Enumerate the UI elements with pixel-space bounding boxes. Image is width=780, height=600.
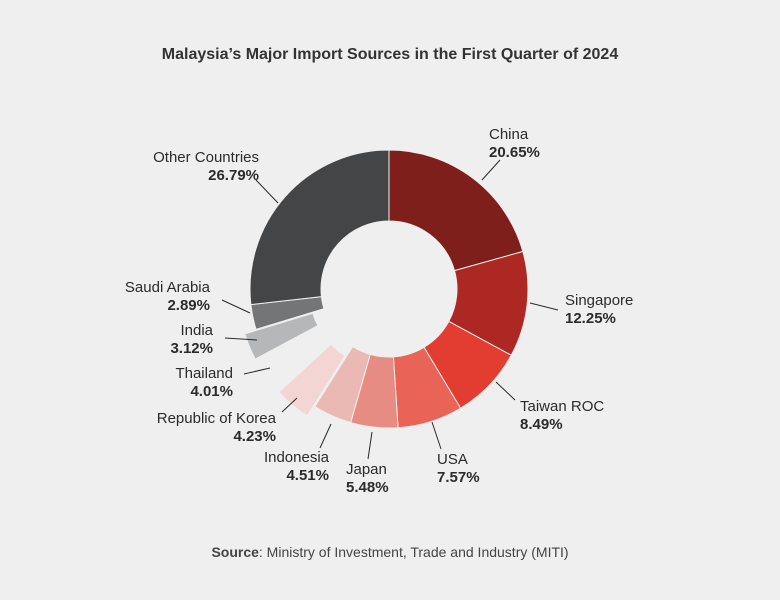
value-other-countries: 26.79% (208, 167, 259, 184)
label-taiwan-roc: Taiwan ROC (520, 398, 604, 415)
source-text: : Ministry of Investment, Trade and Indu… (258, 544, 569, 560)
label-indonesia: Indonesia (264, 449, 330, 466)
source-note: Source: Ministry of Investment, Trade an… (0, 544, 780, 560)
leader-line-republic-of-korea (281, 397, 298, 413)
value-japan: 5.48% (346, 479, 389, 496)
chart-title: Malaysia’s Major Import Sources in the F… (161, 46, 619, 63)
leader-line-singapore (529, 302, 559, 311)
value-indonesia: 4.51% (286, 467, 329, 484)
value-republic-of-korea: 4.23% (233, 428, 276, 445)
label-republic-of-korea: Republic of Korea (157, 410, 277, 427)
label-other-countries: Other Countries (153, 149, 259, 166)
source-label: Source (211, 544, 259, 560)
label-usa: USA (437, 451, 468, 468)
value-thailand: 4.01% (190, 383, 233, 400)
slice-india (244, 312, 319, 360)
slice-china (388, 149, 524, 272)
leader-line-taiwan-roc (495, 381, 516, 401)
label-india: India (180, 322, 213, 339)
value-usa: 7.57% (437, 469, 480, 486)
value-singapore: 12.25% (565, 310, 616, 327)
leader-line-other-countries (255, 179, 279, 204)
label-singapore: Singapore (565, 292, 633, 309)
leader-line-indonesia (319, 423, 332, 449)
leader-line-usa (431, 421, 442, 450)
slice-other-countries (249, 149, 390, 306)
label-saudi-arabia: Saudi Arabia (125, 279, 211, 296)
value-india: 3.12% (170, 340, 213, 357)
label-china: China (489, 126, 529, 143)
label-japan: Japan (346, 461, 387, 478)
leader-line-india (224, 337, 258, 341)
slice-indonesia (314, 345, 371, 424)
value-china: 20.65% (489, 144, 540, 161)
leader-line-thailand (243, 367, 271, 375)
label-thailand: Thailand (175, 365, 233, 382)
value-taiwan-roc: 8.49% (520, 416, 563, 433)
leader-line-china (481, 159, 501, 181)
leader-line-japan (367, 431, 373, 460)
slice-republic-of-korea (278, 343, 346, 417)
value-saudi-arabia: 2.89% (167, 297, 210, 314)
leader-line-saudi-arabia (221, 299, 251, 314)
